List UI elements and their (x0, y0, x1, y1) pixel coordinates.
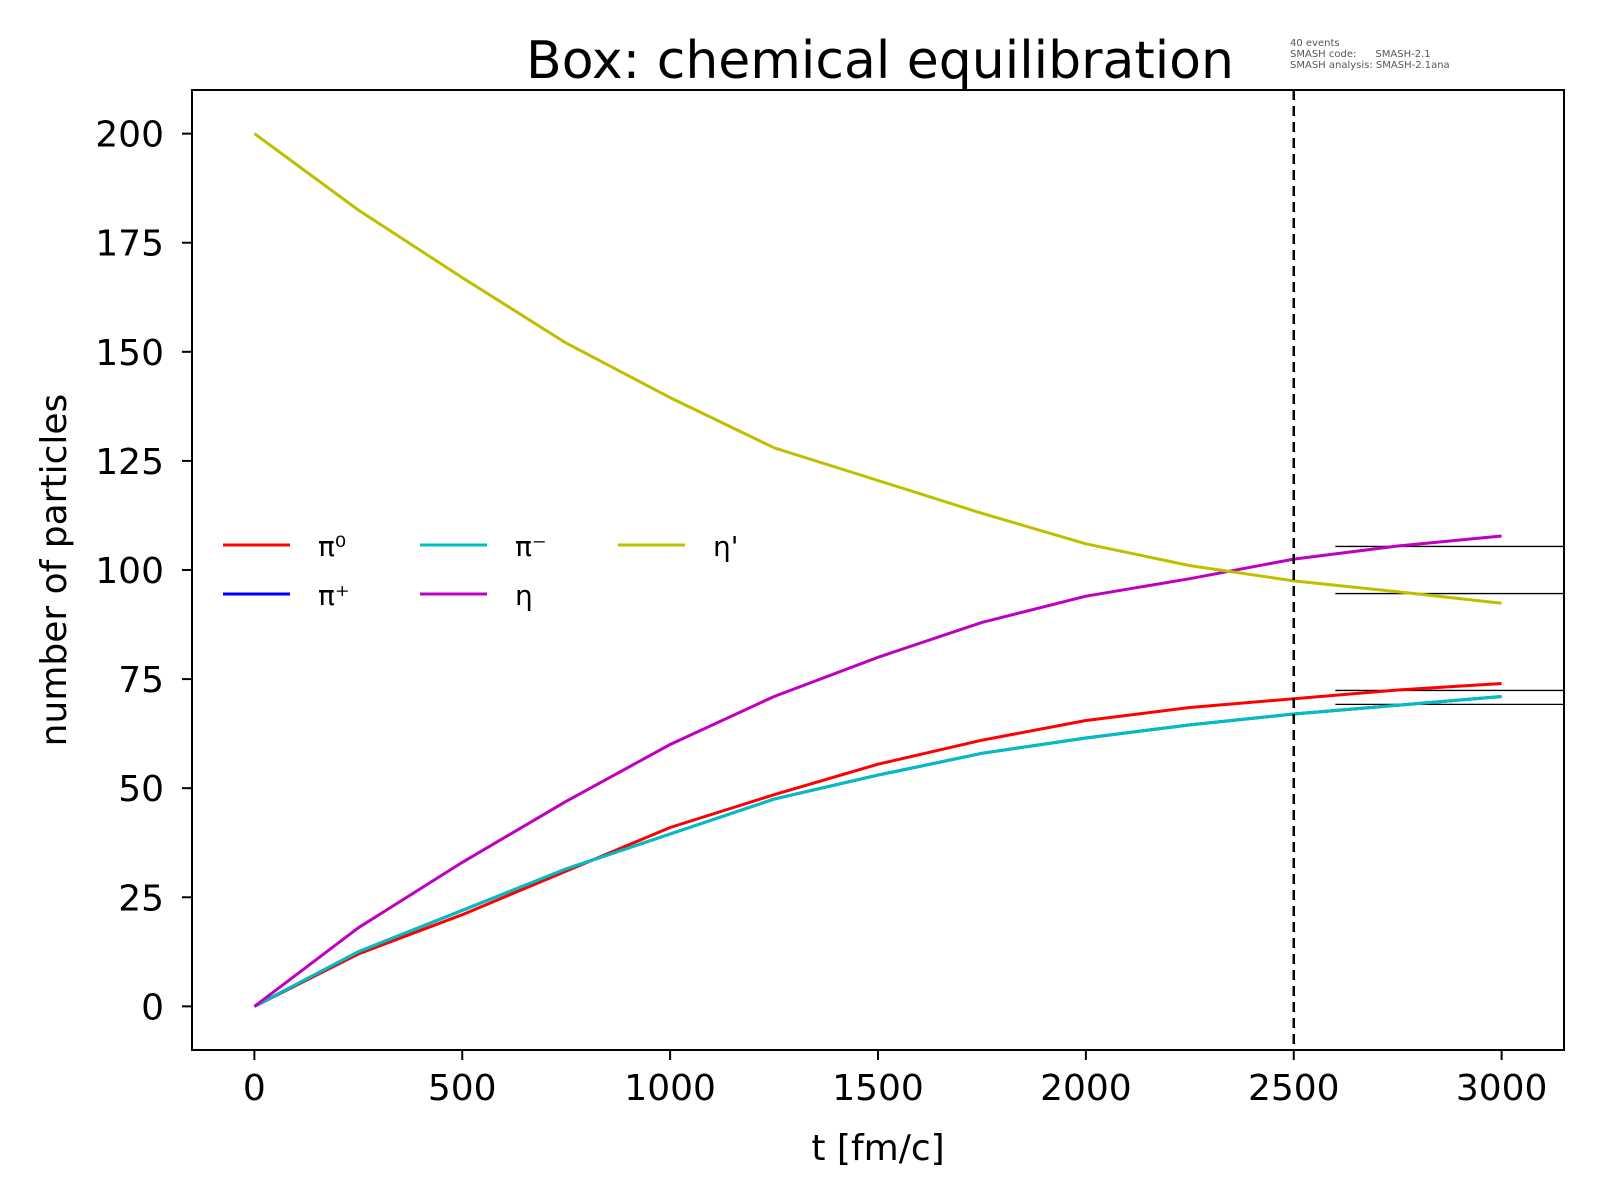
x-tick-label: 2000 (1040, 1068, 1132, 1109)
series-line-2 (253, 695, 1502, 1008)
y-tick-label: 150 (95, 333, 164, 374)
legend-label: η (515, 579, 533, 612)
series-line-3 (253, 534, 1502, 1008)
y-tick-label: 0 (141, 987, 164, 1028)
x-axis-label: t [fm/c] (811, 1128, 944, 1169)
series-line-4 (253, 132, 1502, 605)
legend-label: π⁺ (318, 579, 350, 612)
legend: π⁰ π⁺ π⁻ η η' (223, 530, 738, 612)
legend-label: η' (713, 530, 738, 563)
legend-label: π⁻ (515, 530, 547, 563)
annotation-line: 40 events (1290, 38, 1340, 49)
x-tick-label: 2500 (1248, 1068, 1340, 1109)
y-axis-label: number of particles (34, 394, 75, 747)
chart-title: Box: chemical equilibration (526, 31, 1234, 91)
annotation: 40 events SMASH code: SMASH-2.1 SMASH an… (1290, 38, 1450, 71)
plot-area (253, 90, 1564, 1050)
y-tick-label: 200 (95, 115, 164, 156)
y-tick-label: 100 (95, 551, 164, 592)
y-tick-label: 75 (118, 660, 164, 701)
x-tick-label: 0 (243, 1068, 266, 1109)
series-line-0 (253, 682, 1502, 1008)
y-tick-label: 25 (118, 878, 164, 919)
x-tick-label: 500 (428, 1068, 497, 1109)
x-tick-label: 1500 (832, 1068, 924, 1109)
y-tick-label: 175 (95, 224, 164, 265)
y-axis: 0 25 50 75 100 125 150 175 200 (95, 115, 192, 1028)
x-tick-label: 3000 (1456, 1068, 1548, 1109)
annotation-line: SMASH analysis: SMASH-2.1ana (1290, 60, 1450, 71)
y-tick-label: 50 (118, 769, 164, 810)
legend-label: π⁰ (318, 530, 346, 563)
series-line-1 (253, 695, 1502, 1008)
y-tick-label: 125 (95, 442, 164, 483)
x-tick-label: 1000 (624, 1068, 716, 1109)
x-axis: 0 500 1000 1500 2000 2500 3000 (243, 1050, 1548, 1109)
annotation-line: SMASH code: SMASH-2.1 (1290, 49, 1431, 60)
